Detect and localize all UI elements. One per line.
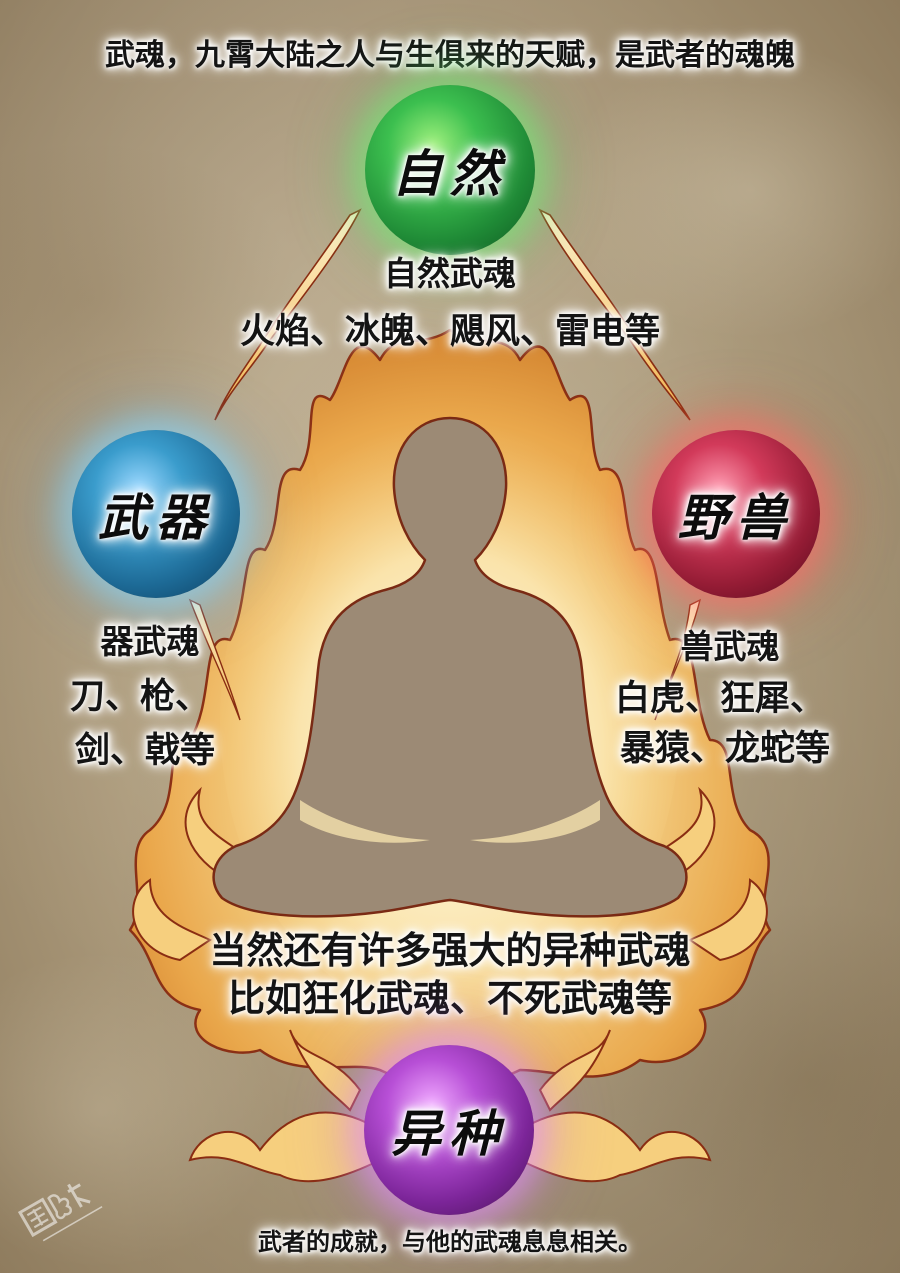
wisp-weapon-down bbox=[188, 598, 241, 721]
nature-desc-items: 火焰、冰魄、飓风、雷电等 bbox=[239, 312, 660, 352]
meditating-figure-icon bbox=[212, 416, 688, 918]
wisp-nature-weapon bbox=[214, 208, 362, 421]
flame-wing-left bbox=[188, 1029, 381, 1183]
variant-desc-line1: 当然还有许多强大的异种武魂 bbox=[209, 929, 691, 972]
headline: 武魂，九霄大陆之人与生俱来的天赋，是武者的魂魄 bbox=[105, 38, 795, 73]
orb-variant: 异种 bbox=[364, 1045, 534, 1215]
weapon-desc-title: 器武魂 bbox=[100, 622, 200, 661]
flame-wing-right bbox=[519, 1029, 712, 1183]
orb-beast: 野兽 bbox=[652, 430, 820, 598]
beast-desc-line2: 暴猿、龙蛇等 bbox=[619, 729, 830, 769]
beast-desc-title: 兽武魂 bbox=[680, 627, 780, 666]
weapon-desc-line1: 刀、枪、 bbox=[69, 677, 210, 717]
orb-weapon-label: 武器 bbox=[98, 488, 214, 547]
weapon-desc-line2: 剑、戟等 bbox=[74, 731, 215, 771]
watermark-logo bbox=[17, 1183, 103, 1242]
footer-caption: 武者的成就，与他的武魂息息相关。 bbox=[258, 1228, 642, 1256]
orb-nature: 自然 bbox=[365, 85, 535, 255]
wisp-beast-down bbox=[654, 598, 702, 721]
orb-weapon: 武器 bbox=[72, 430, 240, 598]
nature-desc-title: 自然武魂 bbox=[384, 254, 516, 293]
orb-variant-label: 异种 bbox=[391, 1104, 507, 1163]
wisp-nature-beast bbox=[538, 208, 691, 421]
orb-nature-label: 自然 bbox=[392, 144, 508, 203]
variant-desc-line2: 比如狂化武魂、不死武魂等 bbox=[228, 977, 672, 1020]
orb-beast-label: 野兽 bbox=[678, 488, 794, 547]
beast-desc-line1: 白虎、狂犀、 bbox=[614, 679, 825, 719]
